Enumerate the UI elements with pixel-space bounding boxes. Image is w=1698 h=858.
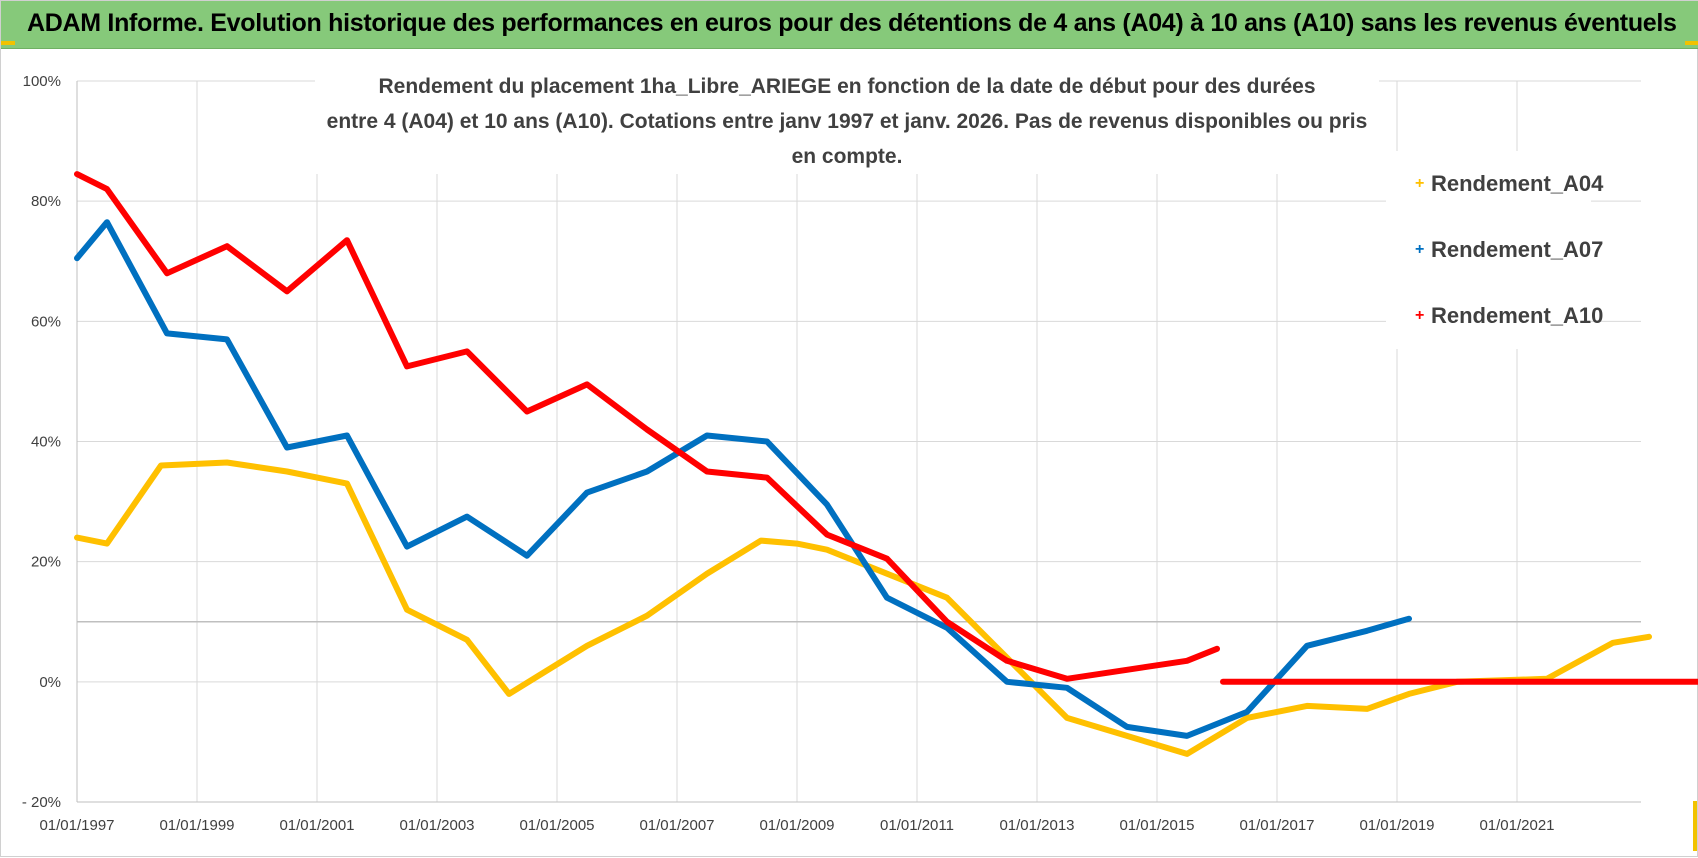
x-tick-label: 01/01/2013: [999, 817, 1074, 834]
legend-item-a07: + Rendement_A07: [1415, 235, 1604, 265]
y-tick-label: 40%: [31, 434, 61, 451]
report-banner: ADAM Informe. Evolution historique des p…: [1, 1, 1698, 49]
legend-item-a04: + Rendement_A04: [1415, 169, 1604, 199]
y-tick-label: 60%: [31, 313, 61, 330]
legend-marker-a07: +: [1415, 241, 1425, 258]
report-title: ADAM Informe. Evolution historique des p…: [27, 9, 1677, 37]
x-tick-label: 01/01/2019: [1359, 817, 1434, 834]
series-line-0: [74, 459, 1652, 757]
x-tick-label: 01/01/2009: [759, 817, 834, 834]
y-tick-label: 20%: [31, 554, 61, 571]
legend-item-a10: + Rendement_A10: [1415, 301, 1604, 331]
x-tick-label: 01/01/2007: [639, 817, 714, 834]
tick-labels: - 20% 0% 20% 40% 60% 80% 100% 01/01/1997 01/01/1…: [22, 73, 1555, 834]
x-tick-label: 01/01/2001: [279, 817, 354, 834]
legend-label-a07: Rendement_A07: [1431, 237, 1604, 262]
legend-marker-a04: +: [1415, 175, 1425, 192]
chart-title: Rendement du placement 1ha_Libre_ARIEGE …: [315, 69, 1379, 174]
series-line-2: [74, 171, 1220, 682]
x-tick-label: 01/01/2005: [519, 817, 594, 834]
legend-label-a10: Rendement_A10: [1431, 303, 1604, 328]
series-line-1: [74, 219, 1412, 739]
chart-title-line-2: entre 4 (A04) et 10 ans (A10). Cotations…: [326, 110, 1368, 168]
series-layer: [74, 171, 1698, 757]
corner-mark-top-right: [1685, 41, 1698, 45]
corner-mark-bottom-right: [1693, 801, 1697, 851]
legend-label-a04: Rendement_A04: [1431, 171, 1604, 196]
x-tick-label: 01/01/2015: [1119, 817, 1194, 834]
x-tick-label: 01/01/1997: [39, 817, 114, 834]
y-tick-label: - 20%: [22, 794, 61, 811]
x-tick-label: 01/01/2003: [399, 817, 474, 834]
corner-mark-top-left: [1, 41, 15, 45]
x-tick-label: 01/01/1999: [159, 817, 234, 834]
x-tick-label: 01/01/2011: [880, 817, 954, 834]
y-tick-label: 0%: [39, 674, 61, 691]
y-tick-label: 80%: [31, 193, 61, 210]
y-tick-label: 100%: [23, 73, 61, 90]
chart-title-line-1: Rendement du placement 1ha_Libre_ARIEGE …: [378, 75, 1316, 98]
chart-legend: + Rendement_A04 + Rendement_A07 + Rendem…: [1386, 151, 1603, 349]
x-tick-label: 01/01/2021: [1479, 817, 1554, 834]
x-tick-label: 01/01/2017: [1239, 817, 1314, 834]
legend-marker-a10: +: [1415, 307, 1425, 324]
